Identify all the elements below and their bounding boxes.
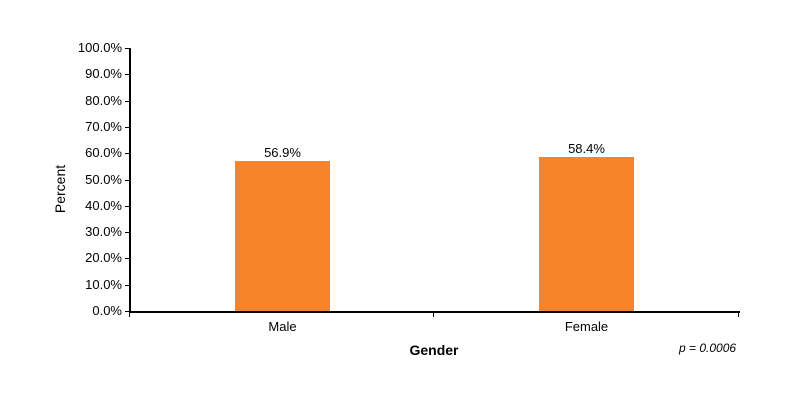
y-tick-mark	[125, 284, 131, 286]
bar-value-label: 56.9%	[264, 145, 301, 161]
y-tick-mark	[125, 205, 131, 207]
bar-male	[235, 161, 330, 311]
y-tick-label: 30.0%	[85, 224, 122, 240]
y-tick-mark	[125, 48, 131, 49]
y-tick-mark	[125, 232, 131, 234]
y-tick-mark	[125, 153, 131, 155]
x-axis-tick	[433, 311, 434, 317]
y-tick-label: 60.0%	[85, 145, 122, 161]
y-tick-label: 0.0%	[92, 303, 122, 318]
x-axis-label: Gender	[409, 342, 459, 358]
y-tick-label: 40.0%	[85, 197, 122, 213]
y-tick-label: 90.0%	[85, 66, 122, 82]
p-value-annotation: p = 0.0006	[679, 341, 737, 355]
bar-female	[539, 157, 634, 311]
x-axis-tick	[738, 311, 739, 317]
y-tick-mark	[125, 311, 131, 312]
y-tick-label: 80.0%	[85, 92, 122, 108]
x-axis-tick	[129, 311, 130, 317]
y-tick-mark	[125, 100, 131, 102]
y-axis-line	[129, 48, 131, 312]
y-tick-label: 20.0%	[85, 250, 122, 266]
x-axis-line	[129, 311, 740, 313]
y-tick-mark	[125, 74, 131, 76]
y-tick-label: 70.0%	[85, 118, 122, 134]
y-tick-label: 10.0%	[85, 276, 122, 292]
x-tick-label: Male	[268, 319, 297, 334]
x-tick-label: Female	[564, 319, 609, 334]
y-tick-mark	[125, 126, 131, 128]
y-tick-label: 100.0%	[77, 40, 122, 55]
y-tick-label: 50.0%	[85, 171, 122, 187]
y-tick-mark	[125, 179, 131, 181]
bar-value-label: 58.4%	[568, 141, 605, 157]
y-tick-mark	[125, 258, 131, 260]
